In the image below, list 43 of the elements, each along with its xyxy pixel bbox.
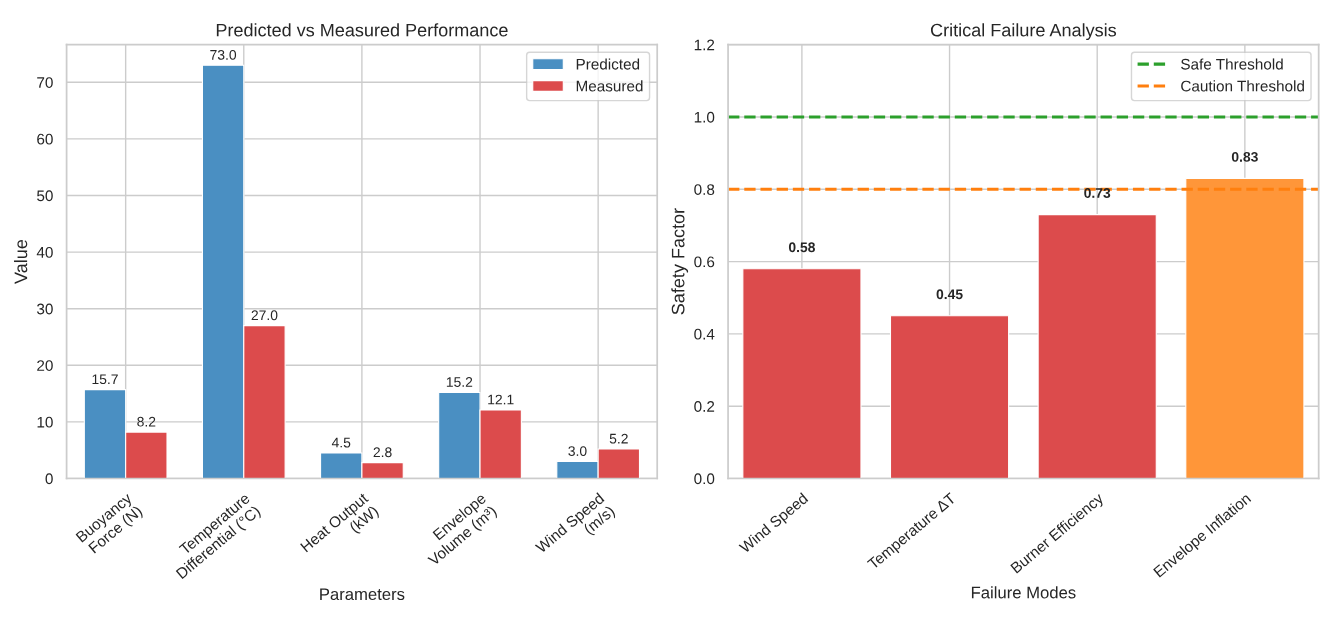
bar [1037,214,1157,479]
bar [742,268,862,479]
data-label: 5.2 [609,433,628,444]
data-label: 27.0 [251,310,278,321]
data-label: 12.1 [488,394,514,405]
data-label: 3.0 [568,446,587,456]
data-label: 73.0 [210,49,237,60]
y-axis-title: Value [14,239,28,284]
x-axis-title: Failure Modes [971,586,1076,599]
data-label: 0.73 [1084,188,1111,198]
data-label: 4.5 [331,437,351,448]
y-tick-label: 50 [37,190,53,202]
y-tick-label: 1.2 [694,39,715,51]
data-label: 15.2 [446,377,473,387]
y-tick-label: 40 [36,246,53,258]
y-tick-label: 0 [45,473,53,485]
y-tick-label: 60 [37,133,53,145]
bar [1185,177,1305,479]
legend-label: Caution Threshold [1181,80,1304,92]
data-label: 15.7 [92,374,118,385]
legend-label: Predicted [576,58,640,70]
y-tick-label: 1.0 [694,111,715,123]
chart-title: Predicted vs Measured Performance [216,23,508,37]
bar [889,315,1010,479]
legend-label: Measured [576,80,643,92]
legend-label: Safe Threshold [1181,58,1283,70]
y-tick-label: 0.2 [694,401,715,412]
data-label: 0.45 [936,289,963,300]
data-label: 2.8 [373,447,392,458]
chart-title: Critical Failure Analysis [930,23,1117,41]
y-tick-label: 0.6 [694,256,715,268]
y-tick-label: 20 [37,360,53,371]
y-axis-title: Safety Factor [671,208,689,315]
y-tick-label: 0.4 [694,328,715,340]
y-tick-label: 30 [37,303,53,315]
y-tick-label: 70 [37,77,53,88]
y-tick-label: 0.0 [694,473,715,485]
data-label: 8.2 [137,416,156,427]
x-axis-title: Parameters [320,588,405,601]
data-label: 0.58 [788,242,815,253]
y-tick-label: 0.8 [694,184,715,195]
data-label: 0.83 [1231,151,1258,162]
y-tick-label: 10 [37,416,53,428]
